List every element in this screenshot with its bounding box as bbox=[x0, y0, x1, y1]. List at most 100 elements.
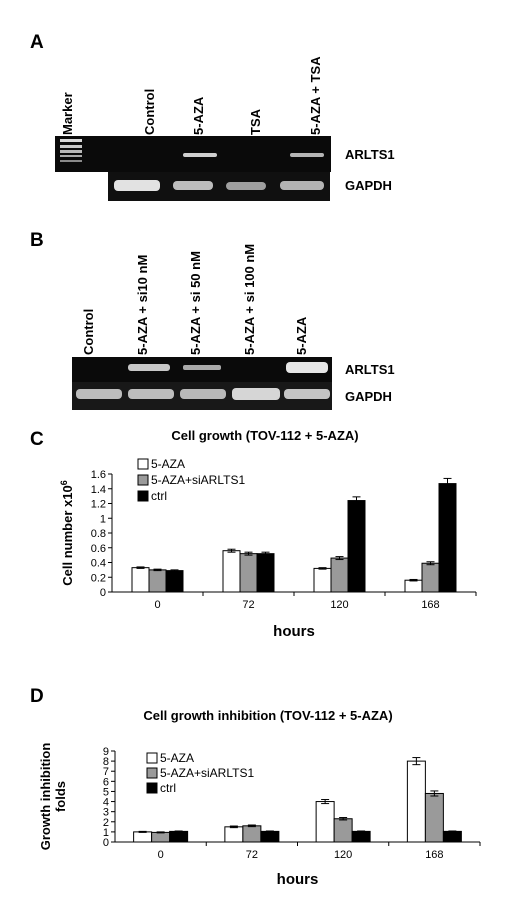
panel-b-lane-si50: 5-AZA + si 50 nM bbox=[188, 251, 203, 355]
panel-b-lane-labels: Control 5-AZA + si10 nM 5-AZA + si 50 nM… bbox=[81, 244, 309, 355]
panel-b-gel-arlts1 bbox=[72, 357, 332, 382]
panel-b-lane-5aza: 5-AZA bbox=[294, 316, 309, 355]
y-tick-label: 6 bbox=[103, 776, 109, 788]
bar-5-aza-siarlts1 bbox=[424, 792, 444, 843]
bar-ctrl bbox=[169, 830, 189, 843]
panel-b-lane-si100: 5-AZA + si 100 nM bbox=[242, 244, 257, 355]
panel-c-letter: C bbox=[30, 429, 44, 450]
panel-d-letter: D bbox=[30, 686, 44, 707]
y-tick-label: 5 bbox=[103, 786, 109, 798]
y-axis-label-line: folds bbox=[53, 781, 68, 812]
y-tick-label: 1 bbox=[103, 827, 109, 839]
bar-ctrl bbox=[260, 830, 280, 843]
y-tick-label: 1.6 bbox=[91, 469, 106, 481]
legend-swatch bbox=[146, 767, 158, 779]
panel-a-lane-5aza: 5-AZA bbox=[191, 96, 206, 135]
bar-5-aza bbox=[315, 801, 335, 843]
y-tick-label: 3 bbox=[103, 807, 109, 819]
bar-ctrl bbox=[347, 500, 366, 593]
bar-5-aza-siarlts1 bbox=[242, 825, 262, 843]
y-axis-label: Cell number x106 bbox=[59, 480, 75, 585]
bar-5-aza-siarlts1 bbox=[151, 831, 171, 843]
chart-title: Cell growth inhibition (TOV-112 + 5-AZA) bbox=[143, 708, 392, 723]
y-tick-label: 0 bbox=[103, 837, 109, 849]
y-tick-label: 0.2 bbox=[91, 572, 106, 584]
legend-label: ctrl bbox=[151, 489, 167, 503]
bar-5-aza bbox=[131, 567, 150, 593]
bar-ctrl bbox=[442, 830, 462, 843]
x-tick-label: 0 bbox=[154, 599, 160, 611]
y-tick-label: 0.8 bbox=[91, 528, 106, 540]
x-tick-label: 168 bbox=[425, 849, 443, 861]
bar-5-aza bbox=[224, 826, 244, 843]
panel-a-gel-gapdh bbox=[108, 172, 330, 201]
panel-b-lane-si10: 5-AZA + si10 nM bbox=[135, 255, 150, 355]
bar-ctrl bbox=[256, 553, 275, 593]
legend-label: 5-AZA bbox=[160, 751, 194, 765]
x-tick-label: 168 bbox=[421, 599, 439, 611]
x-tick-label: 72 bbox=[246, 849, 258, 861]
y-tick-label: 8 bbox=[103, 756, 109, 768]
x-tick-label: 120 bbox=[334, 849, 352, 861]
panel-a-lane-marker: Marker bbox=[60, 92, 75, 135]
y-tick-label: 0 bbox=[100, 587, 106, 599]
bar-5-aza bbox=[406, 760, 426, 843]
bar-5-aza-siarlts1 bbox=[333, 818, 353, 843]
bar-5-aza-siarlts1 bbox=[239, 553, 258, 593]
panel-a-gel-arlts1 bbox=[55, 136, 331, 172]
y-tick-label: 0.4 bbox=[91, 558, 106, 570]
panel-a-lane-5aza-tsa: 5-AZA + TSA bbox=[308, 56, 323, 135]
legend-swatch bbox=[137, 474, 149, 486]
legend-label: ctrl bbox=[160, 781, 176, 795]
y-tick-label: 1 bbox=[100, 513, 106, 525]
x-tick-label: 0 bbox=[158, 849, 164, 861]
y-tick-label: 0.6 bbox=[91, 543, 106, 555]
panel-a-letter: A bbox=[30, 32, 44, 53]
panel-a-band-gapdh: GAPDH bbox=[345, 178, 392, 193]
panel-b-gel-gapdh bbox=[72, 382, 332, 410]
panel-a-lane-labels: Marker Control 5-AZA TSA 5-AZA + TSA bbox=[60, 56, 323, 135]
legend-swatch bbox=[146, 782, 158, 794]
bar-5-aza bbox=[313, 567, 332, 593]
panel-b-band-arlts1: ARLTS1 bbox=[345, 362, 395, 377]
panel-b-letter: B bbox=[30, 230, 44, 251]
panel-a-lane-control: Control bbox=[142, 89, 157, 135]
legend-label: 5-AZA bbox=[151, 457, 185, 471]
y-tick-label: 4 bbox=[103, 797, 109, 809]
legend-swatch bbox=[137, 458, 149, 470]
panel-b-lane-control: Control bbox=[81, 309, 96, 355]
y-tick-label: 2 bbox=[103, 817, 109, 829]
bar-5-aza bbox=[133, 831, 153, 843]
inhibition-chart: Cell growth inhibition (TOV-112 + 5-AZA)… bbox=[38, 708, 481, 888]
bar-5-aza-siarlts1 bbox=[421, 562, 440, 593]
panel-a-band-arlts1: ARLTS1 bbox=[345, 147, 395, 162]
y-axis-label-text: Cell number x10 bbox=[60, 485, 75, 585]
y-tick-label: 9 bbox=[103, 746, 109, 758]
legend-swatch bbox=[137, 490, 149, 502]
bar-5-aza bbox=[222, 550, 241, 593]
legend-label: 5-AZA+siARLTS1 bbox=[160, 766, 254, 780]
y-tick-label: 1.4 bbox=[91, 484, 106, 496]
growth-chart: Cell growth (TOV-112 + 5-AZA) 0 0.2 0.4 0.6 0… bbox=[59, 428, 477, 640]
chart-title: Cell growth (TOV-112 + 5-AZA) bbox=[171, 428, 358, 443]
bar-ctrl bbox=[165, 570, 184, 593]
bar-ctrl bbox=[351, 830, 371, 843]
bar-5-aza-siarlts1 bbox=[330, 557, 349, 593]
bar-5-aza bbox=[404, 579, 423, 593]
x-axis-label: hours bbox=[277, 871, 319, 888]
y-axis-label-line: Growth inhibition bbox=[38, 743, 53, 851]
panel-b-band-gapdh: GAPDH bbox=[345, 389, 392, 404]
x-tick-label: 120 bbox=[330, 599, 348, 611]
x-tick-label: 72 bbox=[242, 599, 254, 611]
legend-swatch bbox=[146, 752, 158, 764]
legend-label: 5-AZA+siARLTS1 bbox=[151, 473, 245, 487]
panel-a-lane-tsa: TSA bbox=[248, 108, 263, 135]
bar-5-aza-siarlts1 bbox=[148, 569, 167, 593]
x-axis-label: hours bbox=[273, 623, 315, 640]
bar-ctrl bbox=[438, 483, 457, 593]
y-tick-label: 1.2 bbox=[91, 499, 106, 511]
y-axis-label-superscript: 6 bbox=[59, 480, 69, 485]
y-axis-label: Growth inhibitionfolds bbox=[38, 743, 68, 851]
